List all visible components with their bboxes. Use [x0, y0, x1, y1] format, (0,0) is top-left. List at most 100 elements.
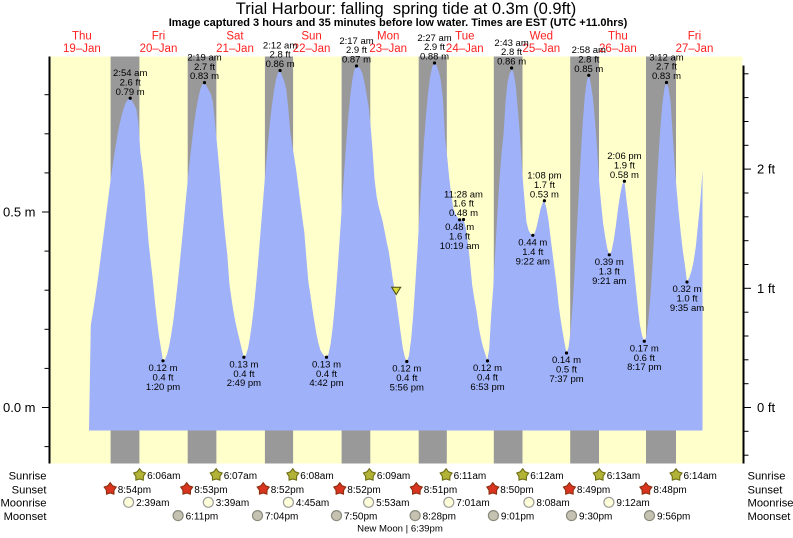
svg-text:Sun: Sun [301, 31, 321, 43]
svg-text:2.7 ft: 2.7 ft [656, 62, 677, 73]
svg-text:2:54 am: 2:54 am [113, 68, 147, 79]
svg-text:Mon: Mon [377, 31, 399, 43]
svg-text:Thu: Thu [72, 31, 92, 43]
svg-text:2:49 pm: 2:49 pm [227, 378, 261, 389]
svg-text:0.4 ft: 0.4 ft [396, 373, 417, 384]
svg-text:2.9 ft: 2.9 ft [346, 45, 367, 56]
svg-text:0.86 m: 0.86 m [497, 57, 526, 68]
svg-text:8:08am: 8:08am [536, 498, 569, 509]
svg-text:Tue: Tue [455, 31, 474, 43]
svg-text:0.4 ft: 0.4 ft [152, 372, 173, 383]
svg-text:2.9 ft: 2.9 ft [424, 42, 445, 53]
svg-text:2:39am: 2:39am [136, 498, 169, 509]
svg-text:9:12am: 9:12am [616, 498, 649, 509]
svg-text:Moonset: Moonset [748, 511, 792, 523]
svg-text:Sunset: Sunset [748, 484, 784, 496]
svg-text:0.87 m: 0.87 m [342, 55, 371, 66]
svg-text:1:20 pm: 1:20 pm [146, 382, 180, 393]
svg-text:2:27 am: 2:27 am [417, 33, 451, 44]
svg-text:22–Jan: 22–Jan [293, 43, 331, 55]
svg-text:0.53 m: 0.53 m [530, 189, 559, 200]
svg-text:9:56pm: 9:56pm [657, 511, 690, 522]
svg-text:0.5 m: 0.5 m [3, 205, 36, 220]
svg-text:0.6 ft: 0.6 ft [634, 353, 655, 364]
svg-text:6:14am: 6:14am [684, 471, 717, 482]
svg-text:10:19 am: 10:19 am [440, 241, 480, 252]
svg-text:8:28pm: 8:28pm [423, 511, 456, 522]
svg-text:1.6 ft: 1.6 ft [449, 231, 470, 242]
svg-text:2:12 am: 2:12 am [263, 40, 297, 51]
svg-text:1.7 ft: 1.7 ft [534, 180, 555, 191]
svg-text:7:37 pm: 7:37 pm [549, 374, 583, 385]
svg-text:1.0 ft: 1.0 ft [676, 294, 697, 305]
svg-text:2.8 ft: 2.8 ft [578, 55, 599, 66]
svg-text:11:28 am: 11:28 am [444, 189, 483, 200]
svg-text:0.88 m: 0.88 m [420, 52, 449, 63]
svg-text:2.8 ft: 2.8 ft [270, 50, 291, 61]
svg-text:4:42 pm: 4:42 pm [309, 378, 343, 389]
svg-text:0.4 ft: 0.4 ft [477, 373, 498, 384]
svg-text:Sat: Sat [226, 31, 244, 43]
svg-text:0.13 m: 0.13 m [229, 359, 258, 370]
svg-text:8:17 pm: 8:17 pm [627, 362, 661, 373]
svg-text:3:12 am: 3:12 am [649, 52, 683, 63]
svg-text:27–Jan: 27–Jan [676, 43, 714, 55]
svg-text:8:53pm: 8:53pm [194, 485, 227, 496]
svg-text:6:11am: 6:11am [454, 471, 487, 482]
svg-text:Thu: Thu [608, 31, 628, 43]
svg-text:2:17 am: 2:17 am [339, 36, 373, 47]
svg-text:6:11pm: 6:11pm [186, 511, 219, 522]
svg-text:0.14 m: 0.14 m [552, 355, 581, 366]
svg-text:8:54pm: 8:54pm [118, 485, 151, 496]
svg-text:7:04pm: 7:04pm [265, 511, 298, 522]
svg-text:Sunset: Sunset [12, 484, 48, 496]
svg-text:9:22 am: 9:22 am [516, 256, 550, 267]
svg-text:0.86 m: 0.86 m [266, 59, 295, 70]
svg-text:0.4 ft: 0.4 ft [316, 369, 337, 380]
svg-text:0.12 m: 0.12 m [148, 363, 177, 374]
svg-text:1.4 ft: 1.4 ft [522, 247, 543, 258]
svg-text:0.83 m: 0.83 m [190, 71, 219, 82]
svg-text:19–Jan: 19–Jan [63, 43, 101, 55]
svg-text:6:07am: 6:07am [224, 471, 257, 482]
svg-text:0.32 m: 0.32 m [672, 284, 701, 295]
svg-text:6:08am: 6:08am [300, 471, 333, 482]
svg-text:0.83 m: 0.83 m [652, 71, 681, 82]
svg-text:0.44 m: 0.44 m [518, 238, 547, 249]
svg-text:20–Jan: 20–Jan [140, 43, 178, 55]
svg-text:6:06am: 6:06am [147, 471, 180, 482]
svg-text:0.12 m: 0.12 m [392, 364, 421, 375]
svg-text:Fri: Fri [152, 31, 165, 43]
svg-text:7:01am: 7:01am [456, 498, 489, 509]
svg-text:0.48 m: 0.48 m [445, 222, 474, 233]
svg-text:Fri: Fri [688, 31, 701, 43]
svg-text:Image captured 3 hours and 35: Image captured 3 hours and 35 minutes be… [169, 17, 628, 29]
svg-text:8:50pm: 8:50pm [500, 485, 533, 496]
svg-text:8:52pm: 8:52pm [347, 485, 380, 496]
svg-text:8:51pm: 8:51pm [424, 485, 457, 496]
svg-text:2.8 ft: 2.8 ft [501, 47, 522, 58]
svg-text:Moonrise: Moonrise [0, 498, 46, 510]
svg-text:6:13am: 6:13am [607, 471, 640, 482]
svg-text:6:12am: 6:12am [530, 471, 563, 482]
svg-text:0.5 ft: 0.5 ft [556, 365, 577, 376]
svg-text:8:52pm: 8:52pm [271, 485, 304, 496]
svg-text:0.39 m: 0.39 m [595, 257, 624, 268]
svg-text:0.4 ft: 0.4 ft [233, 369, 254, 380]
svg-text:1.6 ft: 1.6 ft [453, 199, 474, 210]
svg-text:5:56 pm: 5:56 pm [390, 383, 424, 394]
svg-text:0.12 m: 0.12 m [473, 363, 502, 374]
svg-text:24–Jan: 24–Jan [446, 43, 484, 55]
svg-text:Wed: Wed [530, 31, 553, 43]
svg-text:2 ft: 2 ft [757, 162, 775, 177]
svg-text:2:43 am: 2:43 am [494, 38, 528, 49]
svg-text:0.48 m: 0.48 m [449, 208, 478, 219]
svg-text:7:50pm: 7:50pm [344, 511, 377, 522]
svg-text:21–Jan: 21–Jan [216, 43, 254, 55]
svg-text:9:35 am: 9:35 am [670, 303, 704, 314]
svg-text:2:58 am: 2:58 am [572, 45, 606, 56]
svg-text:1.9 ft: 1.9 ft [614, 160, 635, 171]
svg-text:9:21 am: 9:21 am [592, 276, 626, 287]
svg-text:25–Jan: 25–Jan [522, 43, 560, 55]
svg-text:Trial Harbour: falling spring: Trial Harbour: falling spring tide at 0.… [236, 0, 577, 18]
